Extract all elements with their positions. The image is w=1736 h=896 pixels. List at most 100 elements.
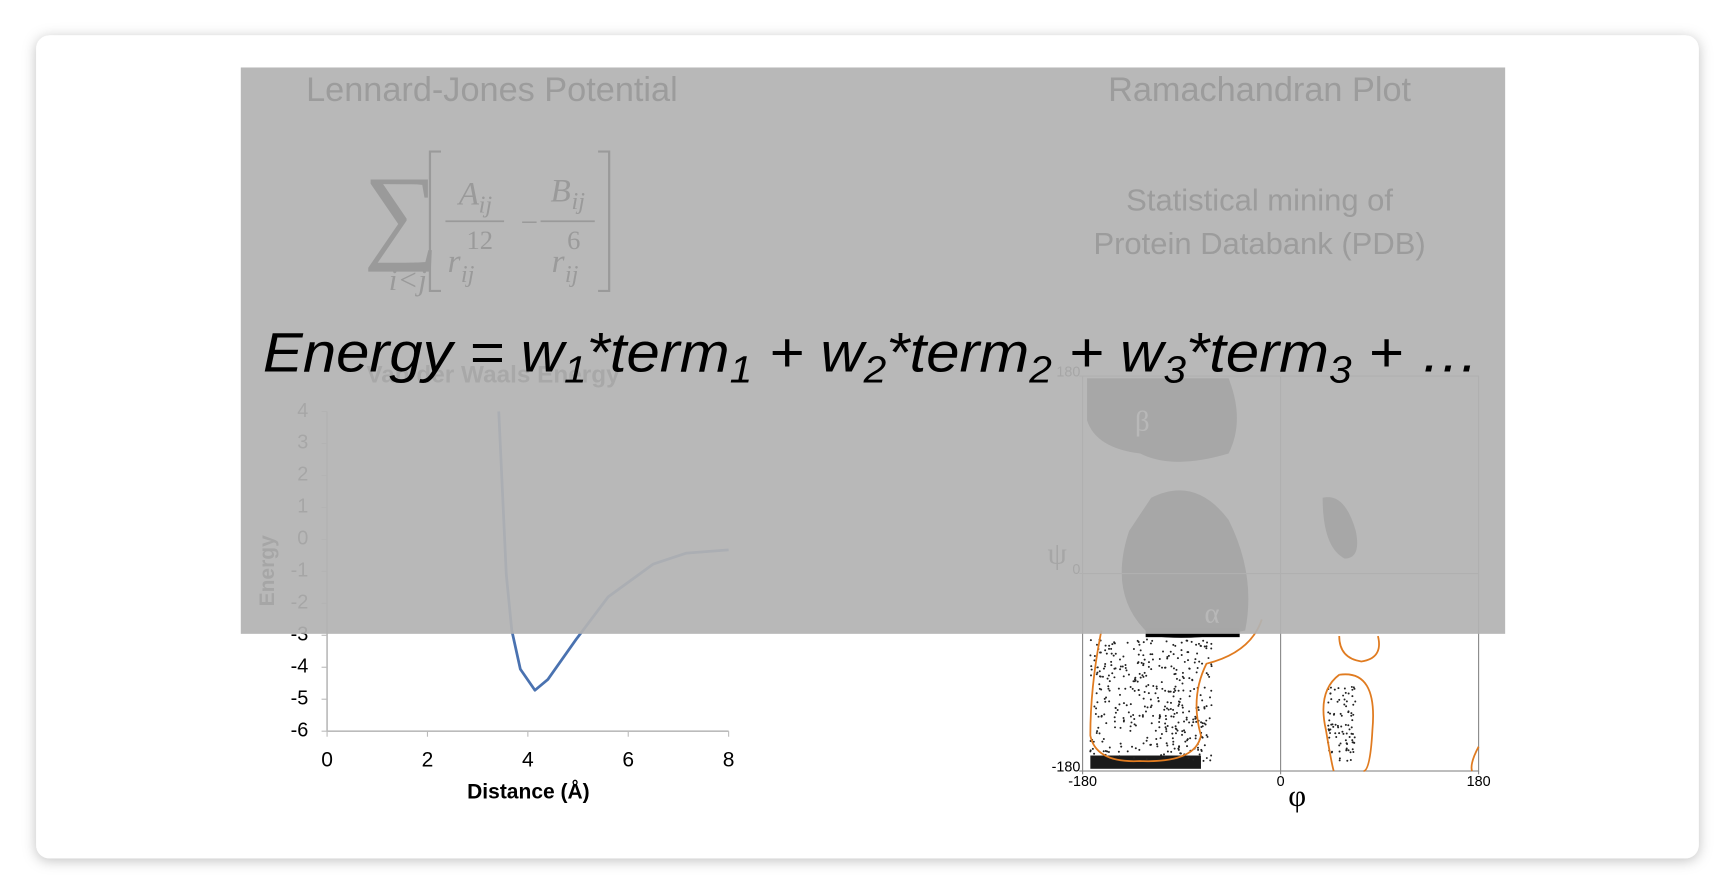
dot: [1161, 666, 1164, 669]
formula-sum: ∑: [363, 154, 439, 272]
dot: [1129, 715, 1132, 718]
dot: [1171, 732, 1174, 735]
dot: [1129, 686, 1132, 689]
dot: [1336, 724, 1339, 727]
dot: [1149, 706, 1152, 709]
dot: [1124, 664, 1127, 667]
dot: [1138, 672, 1141, 675]
dot: [1344, 739, 1347, 742]
dot: [1152, 714, 1155, 717]
dot: [1111, 643, 1114, 646]
dot: [1107, 685, 1110, 688]
dot: [1166, 744, 1169, 747]
equation-text: + …: [1352, 322, 1480, 384]
dot: [1201, 699, 1204, 702]
dot: [1199, 694, 1202, 697]
dot: [1145, 685, 1148, 688]
dot: [1342, 732, 1345, 735]
dot: [1203, 645, 1206, 648]
dot: [1197, 708, 1200, 711]
dot: [1182, 711, 1185, 714]
dot: [1133, 718, 1136, 721]
dot: [1192, 718, 1195, 721]
dot: [1151, 653, 1154, 656]
dot: [1184, 740, 1187, 743]
dot: [1338, 698, 1341, 701]
dot: [1093, 654, 1096, 657]
equation-subscript: 3: [1329, 348, 1352, 390]
dot: [1132, 714, 1135, 717]
dot: [1345, 732, 1348, 735]
dot: [1183, 729, 1186, 732]
dot: [1181, 682, 1184, 685]
dot: [1159, 737, 1162, 740]
dot: [1108, 644, 1111, 647]
dot: [1095, 692, 1098, 695]
dot: [1108, 700, 1111, 703]
dot: [1149, 698, 1152, 701]
equation-subscript: 2: [1028, 348, 1052, 390]
dot: [1099, 651, 1102, 654]
dot: [1110, 647, 1113, 650]
dot: [1158, 664, 1161, 667]
dot: [1136, 680, 1139, 683]
dot: [1129, 703, 1132, 706]
dot: [1142, 641, 1145, 644]
dot: [1350, 714, 1353, 717]
dot: [1134, 724, 1137, 727]
formula-r-sub: ij: [565, 261, 579, 288]
contour: [1089, 619, 1263, 763]
dot: [1201, 725, 1204, 728]
dot: [1179, 697, 1182, 700]
dot: [1167, 708, 1170, 711]
dot: [1119, 726, 1122, 729]
dot: [1188, 695, 1191, 698]
dot: [1338, 732, 1341, 735]
dot: [1098, 683, 1101, 686]
dot: [1352, 713, 1355, 716]
formula-r-pow: 6: [567, 225, 580, 255]
dot: [1194, 658, 1197, 661]
dot: [1210, 704, 1213, 707]
formula-b-sub: ij: [572, 188, 586, 215]
dot: [1203, 722, 1206, 725]
dot: [1090, 674, 1092, 677]
dot: [1194, 734, 1197, 737]
equation-subscript: 1: [730, 348, 753, 390]
dot: [1167, 690, 1170, 693]
dot: [1210, 663, 1213, 666]
dot: [1209, 759, 1212, 762]
dot: [1122, 675, 1125, 678]
dot: [1100, 715, 1103, 718]
dot: [1337, 687, 1340, 690]
dot: [1105, 696, 1108, 699]
dot: [1169, 650, 1172, 653]
right-text: Protein Databank (PDB): [1093, 226, 1425, 261]
dot: [1196, 746, 1199, 749]
dot: [1174, 725, 1177, 728]
dot: [1197, 642, 1200, 645]
dot: [1143, 658, 1146, 661]
dot: [1195, 671, 1198, 674]
dot: [1181, 733, 1184, 736]
dot: [1172, 743, 1175, 746]
dot: [1174, 689, 1177, 692]
dot: [1156, 745, 1159, 748]
dot: [1337, 726, 1340, 729]
dot: [1113, 667, 1116, 670]
dot: [1178, 700, 1181, 703]
dot: [1158, 658, 1161, 661]
dot: [1172, 695, 1175, 698]
formula-r-sub: ij: [461, 261, 475, 288]
dot: [1191, 724, 1193, 727]
dot: [1098, 675, 1101, 678]
right-text: Statistical mining of: [1126, 183, 1393, 218]
dot: [1149, 642, 1152, 645]
dot: [1144, 710, 1147, 713]
dot: [1141, 674, 1144, 677]
dot: [1165, 640, 1168, 643]
dot: [1210, 754, 1213, 757]
dot: [1178, 703, 1181, 706]
contour: [1470, 746, 1480, 772]
dot: [1185, 718, 1188, 721]
